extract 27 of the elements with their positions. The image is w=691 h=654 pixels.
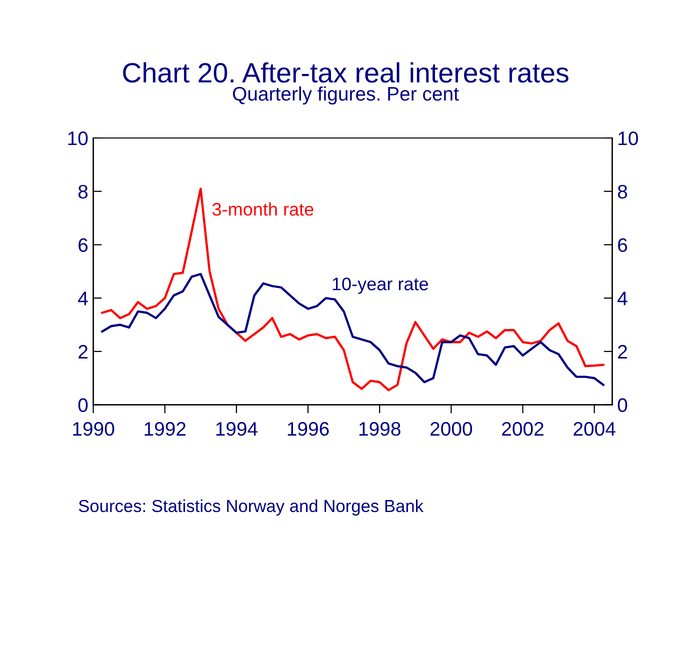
source-note: Sources: Statistics Norway and Norges Bank xyxy=(78,499,424,516)
x-tick-label: 1998 xyxy=(359,422,400,436)
series-label: 3-month rate xyxy=(212,202,314,216)
y2-tick-label: 4 xyxy=(618,292,628,306)
y2-tick-label: 2 xyxy=(618,344,627,359)
line-series xyxy=(101,272,604,386)
y2-tick-label: 10 xyxy=(618,131,638,146)
x-tick-label: 1996 xyxy=(288,422,329,436)
y-tick-label: 8 xyxy=(78,184,88,199)
chart-subtitle: Quarterly figures. Per cent xyxy=(232,86,459,105)
x-tick-label: 2000 xyxy=(430,422,472,436)
y2-tick-label: 0 xyxy=(618,398,628,412)
x-tick-label: 1994 xyxy=(216,422,258,436)
chart-title: Chart 20. After-tax real interest rates xyxy=(123,62,568,83)
x-tick-label: 2004 xyxy=(574,422,616,436)
y-tick-label: 6 xyxy=(78,238,88,252)
x-tick-label: 1992 xyxy=(144,422,186,436)
line-series xyxy=(101,188,604,392)
series-label: 10-year rate xyxy=(332,278,428,294)
y2-tick-label: 8 xyxy=(618,184,628,199)
y-tick-label: 2 xyxy=(78,344,88,359)
y-tick-label: 10 xyxy=(68,131,88,146)
x-tick-label: 1990 xyxy=(73,422,114,436)
y2-tick-label: 6 xyxy=(618,238,628,252)
y-tick-label: 0 xyxy=(78,398,88,412)
y-tick-label: 4 xyxy=(78,292,88,306)
x-tick-label: 2002 xyxy=(502,422,544,436)
